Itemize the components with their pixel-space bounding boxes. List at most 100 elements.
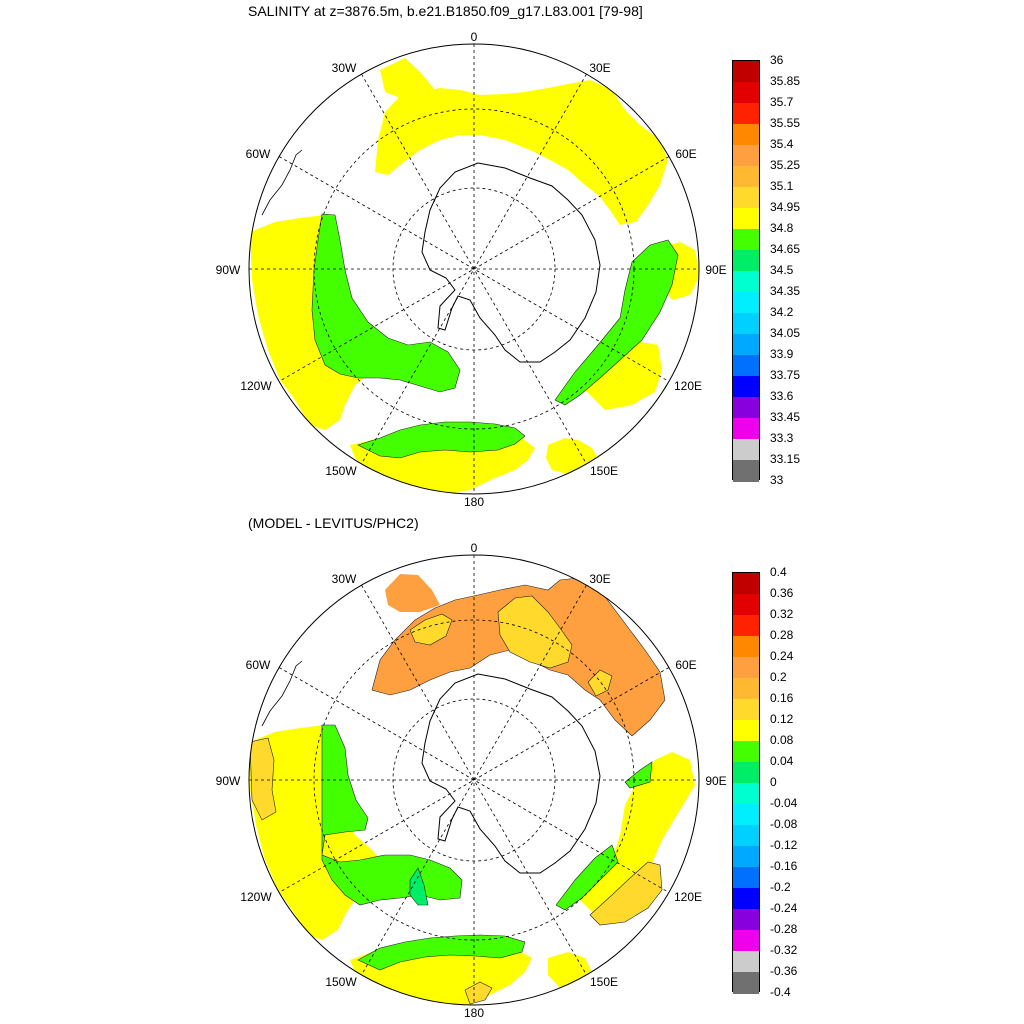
bottom-map: 0 30E 60E 90E 120E 150E 180 150W 120W 90… [216, 541, 727, 1020]
colorbar-tick-label: -0.12 [770, 838, 798, 852]
top-region-south-atlantic [375, 80, 668, 225]
colorbar-tick-label: 0.28 [770, 628, 794, 642]
top-lon-label: 60E [675, 147, 696, 161]
colorbar-tick-label: 0.36 [770, 586, 794, 600]
bottom-lon-label: 180 [464, 1006, 484, 1020]
colorbar-tick-label: 33.6 [770, 389, 794, 403]
bottom-graticule [249, 555, 699, 1005]
colorbar-segment [733, 888, 759, 910]
colorbar-tick-label: 34.05 [770, 326, 801, 340]
colorbar-tick-label: 0.04 [770, 754, 794, 768]
colorbar-tick-label: 33.45 [770, 410, 801, 424]
top-graticule [249, 44, 699, 494]
colorbar-segment [733, 972, 759, 994]
top-lon-label: 90E [705, 263, 726, 277]
colorbar-segment [733, 292, 759, 314]
colorbar-segment [733, 909, 759, 931]
colorbar-segment [733, 951, 759, 973]
colorbar-segment [733, 615, 759, 637]
top-region-green-south [357, 421, 526, 459]
top-panel-title: SALINITY at z=3876.5m, b.e21.B1850.f09_g… [248, 3, 643, 19]
colorbar-segment [733, 846, 759, 868]
colorbar-tick-label: 34.95 [770, 200, 801, 214]
colorbar-tick-label: -0.36 [770, 964, 798, 978]
colorbar-tick-label: 34.65 [770, 242, 801, 256]
colorbar-segment [733, 930, 759, 952]
top-map: 0 30E 60E 90E 120E 150E 180 150W 120W 90… [216, 30, 727, 509]
colorbar-tick-label: 34.8 [770, 221, 794, 235]
bottom-region-green-west [321, 724, 463, 906]
colorbar-tick-label: 0.16 [770, 691, 794, 705]
top-south-america-outline [261, 149, 303, 216]
colorbar-tick-label: 33.3 [770, 431, 794, 445]
colorbar-tick-label: 0.24 [770, 649, 794, 663]
colorbar-segment [733, 762, 759, 784]
colorbar-segment [733, 825, 759, 847]
colorbar-tick-label: 35.1 [770, 179, 794, 193]
colorbar-segment [733, 271, 759, 293]
top-lon-label: 60W [246, 147, 271, 161]
colorbar-tick-label: 33.75 [770, 368, 801, 382]
colorbar-box [732, 60, 760, 482]
colorbar-segment [733, 657, 759, 679]
colorbar-segment [733, 439, 759, 461]
colorbar-tick-label: 34.5 [770, 263, 794, 277]
bottom-lon-label: 120E [674, 890, 702, 904]
colorbar-segment [733, 720, 759, 742]
colorbar-segment [733, 573, 759, 595]
colorbar-segment [733, 103, 759, 125]
bottom-region-green-south [357, 934, 526, 971]
top-region-indian-east [580, 342, 662, 410]
top-lon-label: 150E [590, 464, 618, 478]
bottom-lon-label: 60E [675, 658, 696, 672]
top-lon-label: 120W [240, 379, 272, 393]
top-lon-label: 30W [332, 61, 357, 75]
bottom-region-orange-south [464, 981, 493, 1005]
top-region-green-west [311, 213, 461, 393]
colorbar-tick-label: -0.08 [770, 817, 798, 831]
colorbar-tick-label: 35.25 [770, 158, 801, 172]
colorbar-segment [733, 804, 759, 826]
colorbar-tick-label: -0.4 [770, 985, 791, 999]
top-map-border [248, 43, 700, 495]
colorbar-tick-label: -0.32 [770, 943, 798, 957]
colorbar-segment [733, 229, 759, 251]
bottom-lon-label: 120W [240, 890, 272, 904]
colorbar-tick-label: 0.2 [770, 670, 787, 684]
colorbar-tick-label: 34.2 [770, 305, 794, 319]
bottom-region-yellow-southeast [548, 952, 592, 988]
top-region-green-east [554, 239, 679, 406]
colorbar-segment [733, 376, 759, 398]
colorbar-segment [733, 418, 759, 440]
bottom-region-orange-west-edge [249, 737, 277, 821]
colorbar-segment [733, 741, 759, 763]
colorbar-segment [733, 397, 759, 419]
colorbar-segment [733, 678, 759, 700]
colorbar-tick-label: 34.35 [770, 284, 801, 298]
top-colorbar: 36 35.85 35.7 35.55 35.4 35.25 35.1 34.95 34.8 34… [732, 53, 822, 487]
bottom-panel-title: (MODEL - LEVITUS/PHC2) [248, 515, 419, 531]
bottom-lon-label: 0 [471, 541, 478, 555]
colorbar-segment [733, 636, 759, 658]
colorbar-tick-label: 0.4 [770, 565, 787, 579]
colorbar-tick-label: -0.04 [770, 796, 798, 810]
colorbar-segment [733, 334, 759, 356]
top-antarctica-coastline [421, 162, 601, 363]
bottom-lon-label: 60W [246, 658, 271, 672]
colorbar-segment [733, 867, 759, 889]
bottom-lon-label: 90E [705, 774, 726, 788]
colorbar-segment [733, 124, 759, 146]
top-lon-label: 150W [325, 464, 357, 478]
colorbar-tick-label: 33.15 [770, 452, 801, 466]
bottom-region-light-orange-a [409, 613, 453, 646]
bottom-lon-label: 90W [216, 774, 241, 788]
top-lon-label: 30E [589, 61, 610, 75]
colorbar-segment [733, 145, 759, 167]
top-lon-label: 90W [216, 263, 241, 277]
colorbar-segment [733, 594, 759, 616]
bottom-antarctica-coastline [421, 673, 601, 874]
colorbar-tick-label: -0.24 [770, 901, 798, 915]
bottom-lon-label: 150W [325, 975, 357, 989]
bottom-south-america-outline [261, 660, 303, 727]
